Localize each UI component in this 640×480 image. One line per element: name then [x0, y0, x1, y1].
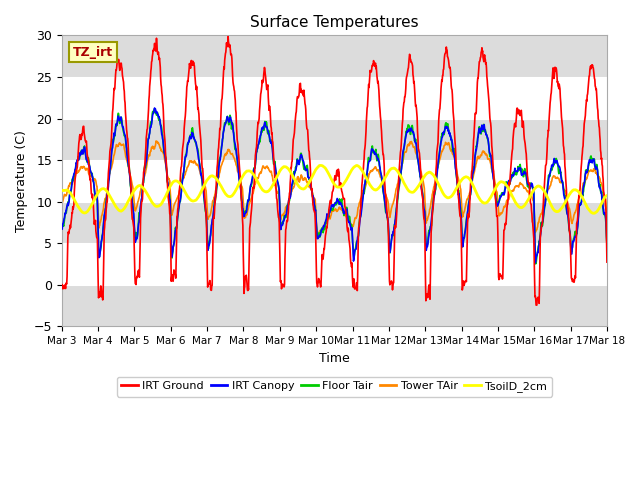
Bar	[62, 285, 607, 326]
Bar	[62, 202, 607, 243]
Bar	[62, 119, 607, 160]
Legend: IRT Ground, IRT Canopy, Floor Tair, Tower TAir, TsoilD_2cm: IRT Ground, IRT Canopy, Floor Tair, Towe…	[117, 377, 552, 396]
Bar	[62, 36, 607, 77]
X-axis label: Time: Time	[319, 352, 349, 365]
Y-axis label: Temperature (C): Temperature (C)	[15, 130, 28, 232]
Bar	[62, 77, 607, 119]
Bar	[62, 243, 607, 285]
Text: TZ_irt: TZ_irt	[73, 46, 113, 59]
Bar	[62, 160, 607, 202]
Title: Surface Temperatures: Surface Temperatures	[250, 15, 419, 30]
